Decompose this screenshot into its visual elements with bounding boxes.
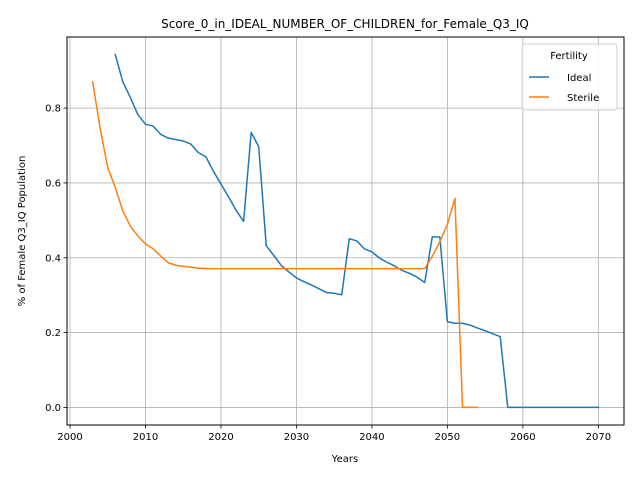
y-tick-label: 0.2	[45, 328, 61, 339]
x-tick-label: 2070	[586, 432, 611, 443]
legend-label-sterile: Sterile	[567, 93, 599, 104]
series-lines	[91, 53, 600, 409]
legend-title: Fertility	[550, 51, 588, 62]
y-tick-label: 0.8	[45, 104, 61, 115]
series-line-ideal	[114, 53, 600, 409]
chart-title: Score_0_in_IDEAL_NUMBER_OF_CHILDREN_for_…	[161, 17, 529, 31]
x-tick-label: 2010	[133, 432, 158, 443]
x-axis-label: Years	[331, 454, 358, 465]
legend-label-ideal: Ideal	[567, 73, 591, 84]
x-tick-label: 2060	[510, 432, 535, 443]
series-line-sterile	[91, 81, 479, 409]
x-tick-label: 2050	[435, 432, 460, 443]
axis-ticks: 2000 2010 2020 2030 2040 2050 2060 2070 0.0 0.2 0.…	[45, 104, 611, 443]
x-tick-label: 2020	[208, 432, 233, 443]
y-tick-label: 0.6	[45, 178, 61, 189]
x-tick-label: 2000	[57, 432, 82, 443]
x-tick-label: 2030	[284, 432, 309, 443]
x-tick-label: 2040	[359, 432, 384, 443]
y-tick-label: 0.0	[45, 403, 61, 414]
y-tick-label: 0.4	[45, 253, 61, 264]
legend-box	[521, 43, 618, 111]
plot-frame	[66, 36, 625, 426]
legend: Fertility Ideal Sterile	[521, 43, 618, 111]
y-axis-label: % of Female Q3_IQ Population	[17, 156, 28, 307]
